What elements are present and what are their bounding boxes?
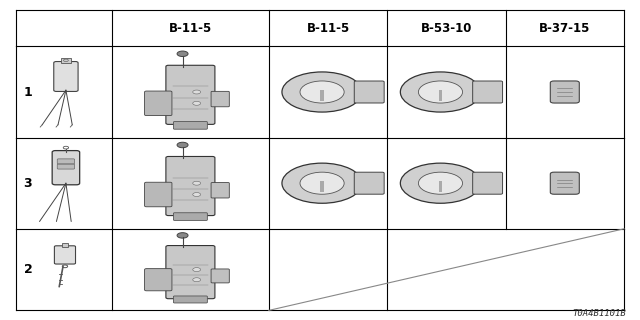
Text: B-11-5: B-11-5 [307,21,349,35]
FancyBboxPatch shape [211,182,229,198]
Bar [438,181,442,192]
FancyBboxPatch shape [211,269,229,283]
Circle shape [300,81,344,103]
Circle shape [193,193,200,196]
FancyBboxPatch shape [166,65,215,124]
Text: B-53-10: B-53-10 [420,21,472,35]
FancyBboxPatch shape [54,246,76,264]
Circle shape [177,142,188,148]
FancyBboxPatch shape [145,91,172,116]
FancyBboxPatch shape [145,182,172,207]
FancyBboxPatch shape [550,81,579,103]
FancyBboxPatch shape [211,92,229,107]
Circle shape [282,72,362,112]
Circle shape [401,72,481,112]
Text: 2: 2 [24,263,33,276]
Bar [438,90,442,101]
Circle shape [193,101,200,105]
FancyBboxPatch shape [173,296,207,303]
Circle shape [177,51,188,57]
FancyBboxPatch shape [145,269,172,291]
Text: T0A4B1101B: T0A4B1101B [572,309,626,318]
Circle shape [401,163,481,203]
Circle shape [193,90,200,94]
Circle shape [300,172,344,194]
Bar [320,90,324,101]
FancyBboxPatch shape [355,172,384,194]
FancyBboxPatch shape [355,81,384,103]
Text: 1: 1 [24,85,33,99]
FancyBboxPatch shape [52,151,80,185]
Circle shape [193,181,200,185]
Bar [61,58,70,63]
Text: 3: 3 [24,177,32,190]
FancyBboxPatch shape [173,213,207,220]
FancyBboxPatch shape [473,172,502,194]
FancyBboxPatch shape [57,164,75,169]
Text: B-11-5: B-11-5 [169,21,212,35]
FancyBboxPatch shape [166,245,215,299]
Circle shape [193,278,200,282]
FancyBboxPatch shape [473,81,502,103]
Text: B-37-15: B-37-15 [539,21,591,35]
FancyBboxPatch shape [173,122,207,129]
FancyBboxPatch shape [166,156,215,216]
Circle shape [419,81,463,103]
Circle shape [419,172,463,194]
Circle shape [177,233,188,238]
Circle shape [193,268,200,272]
Bar [320,181,324,192]
FancyBboxPatch shape [54,61,78,92]
Bar [61,244,68,247]
FancyBboxPatch shape [550,172,579,194]
FancyBboxPatch shape [57,159,75,164]
Circle shape [282,163,362,203]
